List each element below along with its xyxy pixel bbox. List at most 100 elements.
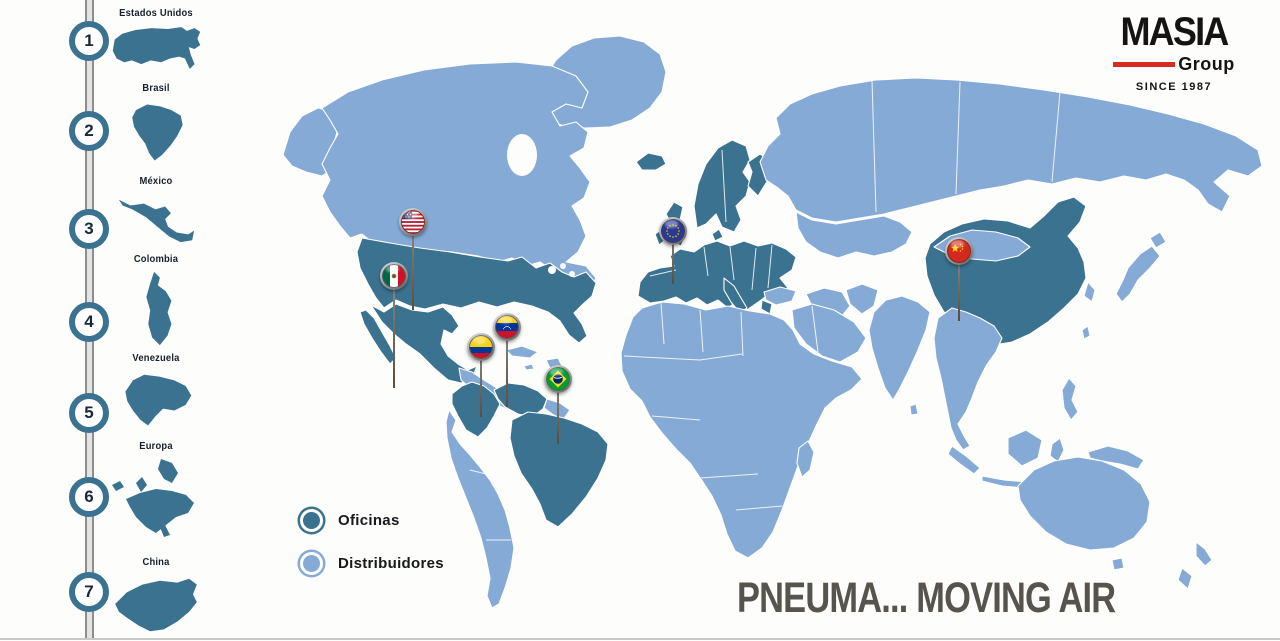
country-label: Venezuela xyxy=(132,353,180,364)
venezuela-silhouette xyxy=(125,374,192,426)
venezuela-flag-icon xyxy=(493,313,521,341)
sidebar-item-colombia: Colombia xyxy=(95,254,217,350)
map-legend: Oficinas Distribuidores xyxy=(297,506,444,592)
philippines-shape xyxy=(1061,377,1079,421)
timeline-number-7: 7 xyxy=(69,572,109,612)
timeline-number-3: 3 xyxy=(69,209,109,249)
borneo-shape xyxy=(1007,429,1043,467)
mexico-flag-icon xyxy=(380,262,408,290)
china-flag-icon xyxy=(945,237,973,265)
pin-stick xyxy=(480,347,482,417)
brazil-silhouette xyxy=(131,104,183,161)
australia-shape xyxy=(1017,456,1151,551)
pin-stick xyxy=(412,222,414,310)
china-silhouette xyxy=(115,578,197,632)
pin-stick xyxy=(958,251,960,321)
region-asia xyxy=(759,77,1263,489)
great-lake xyxy=(560,263,566,269)
sidebar-item-china: China xyxy=(95,557,217,641)
korea-shape xyxy=(1083,281,1096,303)
logo-since-text: SINCE 1987 xyxy=(1135,81,1213,93)
logo-red-line xyxy=(1113,62,1176,67)
hokkaido-shape xyxy=(1149,231,1167,249)
logo-group-text: Group xyxy=(1178,54,1235,74)
distributor-marker-icon xyxy=(300,552,323,575)
region-africa xyxy=(620,301,863,559)
region-oceania xyxy=(1017,456,1213,590)
sri-lanka-shape xyxy=(909,403,919,416)
logo-brand-text: MASIA xyxy=(1120,10,1229,54)
sidebar-item-venezuela: Venezuela xyxy=(95,353,217,438)
indochina-shape xyxy=(933,307,1003,451)
legend-offices-label: Oficinas xyxy=(338,512,400,529)
country-label: México xyxy=(139,176,173,187)
tagline: PNEUMA... MOVING AIR xyxy=(737,574,1116,622)
region-north-america xyxy=(282,35,667,411)
timeline-number-6: 6 xyxy=(69,477,109,517)
legend-distributors-label: Distribuidores xyxy=(338,555,444,572)
timeline-number-4: 4 xyxy=(69,302,109,342)
bottom-divider xyxy=(0,638,1280,640)
iceland-shape xyxy=(635,152,667,171)
country-label: China xyxy=(142,557,170,568)
great-lake xyxy=(548,266,556,274)
scandinavia-shape xyxy=(693,139,751,233)
timeline-number-1: 1 xyxy=(69,21,109,61)
colombia-flag-icon xyxy=(467,333,495,361)
usa-silhouette xyxy=(112,27,200,69)
great-lake xyxy=(569,271,575,277)
number-label: 7 xyxy=(84,582,94,601)
new-zealand-shape xyxy=(1195,541,1213,567)
number-label: 4 xyxy=(84,312,94,331)
country-label: Brasil xyxy=(142,83,170,94)
colombia-silhouette xyxy=(146,271,172,346)
taiwan-shape xyxy=(1081,325,1091,340)
country-label: Europa xyxy=(139,441,173,452)
mexico-shape xyxy=(370,303,478,384)
country-label: Colombia xyxy=(133,254,179,265)
timeline-number-2: 2 xyxy=(69,111,109,151)
turkey-shape xyxy=(763,286,797,306)
number-label: 6 xyxy=(84,487,94,506)
region-south-america xyxy=(445,381,609,609)
company-logo: MASIA Group SINCE 1987 xyxy=(1096,12,1252,93)
denmark-shape xyxy=(711,228,724,242)
brazil-shape xyxy=(509,411,609,528)
pin-stick xyxy=(557,379,559,444)
pin-stick xyxy=(506,327,508,407)
number-label: 5 xyxy=(84,403,94,422)
canada-shape xyxy=(321,61,597,293)
sumatra-shape xyxy=(947,445,981,475)
jamaica-shape xyxy=(523,363,535,371)
new-guinea-shape xyxy=(1087,445,1145,470)
japan-shape xyxy=(1115,245,1161,303)
africa-shape xyxy=(620,301,863,559)
sulawesi-shape xyxy=(1049,437,1065,463)
venezuela-shape xyxy=(493,382,548,418)
eu-flag-icon xyxy=(659,217,687,245)
madagascar-shape xyxy=(796,440,815,478)
brazil-flag-icon xyxy=(544,365,572,393)
legend-row-offices: Oficinas xyxy=(297,506,444,535)
new-zealand-shape xyxy=(1177,567,1193,590)
hudson-bay xyxy=(507,134,537,176)
andes-south-shape xyxy=(445,409,515,609)
number-label: 1 xyxy=(84,31,94,50)
sidebar-item-europa: Europa xyxy=(95,441,217,555)
usa-flag-icon xyxy=(399,208,427,236)
pin-stick xyxy=(393,276,395,388)
sidebar-item-estados-unidos: Estados Unidos xyxy=(95,8,217,75)
legend-row-distributors: Distribuidores xyxy=(297,549,444,578)
colombia-shape xyxy=(451,381,501,438)
pakistan-shape xyxy=(845,283,879,315)
number-label: 3 xyxy=(84,219,94,238)
russia-shape xyxy=(759,77,1263,223)
tasmania-shape xyxy=(1111,557,1125,571)
baja-california-shape xyxy=(359,309,397,365)
number-label: 2 xyxy=(84,121,94,140)
europe-silhouette xyxy=(112,459,194,537)
arabia-shape xyxy=(791,303,867,363)
sidebar-item-brasil: Brasil xyxy=(95,83,217,167)
mexico-silhouette xyxy=(118,199,195,243)
